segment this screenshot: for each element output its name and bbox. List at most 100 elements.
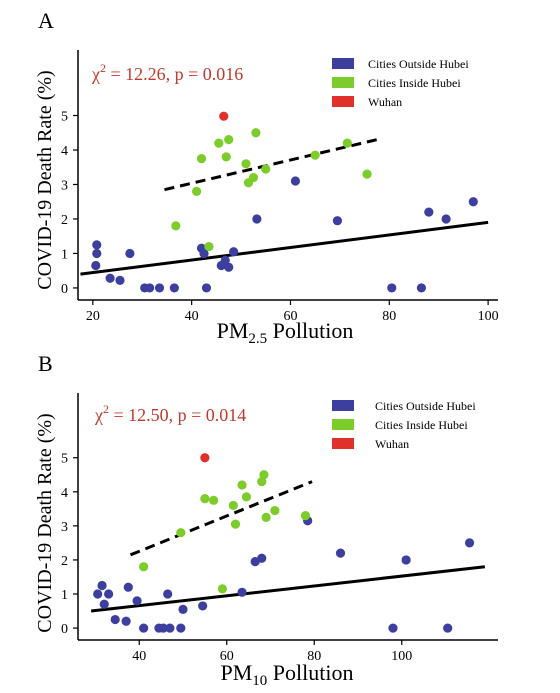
point-outside-b — [93, 589, 103, 599]
point-outside-a — [145, 283, 155, 293]
point-outside-b — [163, 589, 173, 599]
legend-label-wuhan-b: Wuhan — [375, 437, 409, 451]
point-outside-a — [290, 176, 301, 186]
point-inside-b — [228, 500, 238, 511]
point-inside-a — [261, 164, 271, 174]
legend-label-inside-a: Cities Inside Hubei — [368, 76, 461, 90]
legend-swatch-outside-b — [332, 400, 354, 411]
panel-b: B COVID-19 Death Rate (%) χ2 = 12.50, p … — [34, 351, 498, 689]
xlabel-post-a: Pollution — [267, 318, 353, 343]
xlabel-post-b: Pollution — [267, 660, 353, 685]
point-outside-a — [441, 214, 451, 224]
point-outside-b — [178, 604, 188, 614]
point-outside-a — [154, 283, 165, 293]
fit-line-all-a — [80, 220, 489, 276]
stat-annotation-a: χ2 = 12.26, p = 0.016 — [91, 61, 243, 84]
point-outside-a — [387, 283, 397, 293]
point-outside-a — [424, 207, 434, 217]
xlabel-sub-a: 2.5 — [248, 331, 267, 347]
y-tick-label-a: 5 — [61, 110, 68, 125]
x-tick-label-b: 60 — [220, 649, 234, 664]
point-inside-b — [217, 584, 227, 594]
stat-rest-b: = 12.50, p = 0.014 — [109, 405, 246, 425]
point-inside-b — [259, 470, 269, 480]
point-inside-b — [200, 494, 210, 504]
point-outside-a — [332, 216, 343, 226]
point-inside-a — [196, 154, 207, 164]
fit-line-hubei-a — [164, 138, 378, 192]
point-outside-b — [139, 623, 149, 633]
x-tick-label-b: 40 — [132, 649, 146, 664]
point-outside-a — [91, 260, 101, 271]
xlabel-sub-b: 10 — [252, 673, 267, 689]
y-tick-label-a: 0 — [61, 282, 68, 297]
point-inside-b — [241, 492, 252, 502]
point-outside-b — [165, 623, 175, 633]
point-outside-a — [92, 248, 102, 259]
panel-a: A COVID-19 Death Rate (%) χ2 = 12.26, p … — [34, 8, 499, 347]
legend-a: Cities Outside Hubei Cities Inside Hubei… — [332, 57, 469, 109]
legend-swatch-inside-a — [332, 77, 354, 88]
point-outside-b — [388, 623, 398, 633]
y-tick-label-b: 5 — [61, 452, 68, 467]
stat-rest-a: = 12.26, p = 0.016 — [106, 64, 243, 84]
x-tick-label-b: 100 — [391, 649, 412, 664]
point-inside-a — [221, 152, 231, 162]
point-inside-b — [270, 505, 280, 516]
point-wuhan-a — [219, 111, 229, 121]
point-outside-b — [401, 555, 411, 565]
point-inside-a — [171, 221, 181, 231]
point-inside-a — [191, 186, 202, 196]
legend-label-inside-b: Cities Inside Hubei — [375, 418, 468, 432]
point-outside-b — [132, 596, 142, 606]
x-tick-label-a: 60 — [283, 309, 297, 324]
point-inside-a — [248, 172, 259, 183]
point-inside-b — [261, 512, 271, 522]
stat-sup-b: 2 — [103, 402, 109, 416]
panel-label-a: A — [38, 8, 54, 33]
y-tick-label-a: 2 — [61, 213, 68, 228]
ylabel-a: COVID-19 Death Rate (%) — [34, 70, 56, 289]
y-tick-label-b: 4 — [61, 486, 68, 501]
legend-swatch-wuhan-a — [332, 96, 354, 107]
stat-chi-b: χ — [94, 405, 103, 425]
x-tick-label-a: 40 — [185, 309, 199, 324]
point-inside-b — [139, 562, 149, 572]
point-outside-a — [199, 248, 209, 259]
point-inside-a — [204, 241, 214, 252]
point-outside-b — [198, 601, 208, 611]
point-outside-b — [443, 623, 453, 633]
legend-swatch-wuhan-b — [332, 438, 354, 449]
x-tick-label-a: 100 — [478, 309, 499, 324]
point-outside-a — [224, 262, 234, 272]
point-inside-a — [362, 169, 372, 179]
point-outside-a — [416, 283, 427, 293]
point-outside-b — [158, 623, 168, 633]
y-tick-label-b: 3 — [61, 520, 68, 535]
point-outside-b — [237, 587, 247, 597]
point-inside-b — [300, 511, 311, 521]
point-outside-b — [464, 538, 475, 548]
xlabel-pre-a: PM — [217, 318, 249, 343]
point-inside-b — [176, 528, 186, 538]
ylabel-b: COVID-19 Death Rate (%) — [34, 413, 56, 632]
legend-label-outside-a: Cities Outside Hubei — [368, 57, 469, 71]
y-tick-label-a: 4 — [61, 144, 68, 159]
point-inside-b — [237, 480, 247, 490]
y-tick-label-b: 2 — [61, 554, 68, 569]
fit-line-all-b — [90, 565, 486, 613]
point-inside-b — [230, 519, 241, 529]
fit-line-hubei-b — [129, 480, 313, 557]
point-outside-a — [468, 197, 478, 207]
x-tick-label-b: 80 — [307, 649, 321, 664]
panel-label-b: B — [38, 351, 53, 376]
xlabel-b: PM10 Pollution — [221, 660, 354, 689]
legend-swatch-inside-b — [332, 419, 354, 430]
point-wuhan-b — [200, 453, 210, 463]
y-tick-label-b: 1 — [61, 588, 68, 603]
y-tick-label-b: 0 — [61, 622, 68, 637]
point-outside-a — [169, 283, 179, 293]
point-outside-b — [176, 623, 186, 633]
point-inside-a — [224, 135, 234, 145]
